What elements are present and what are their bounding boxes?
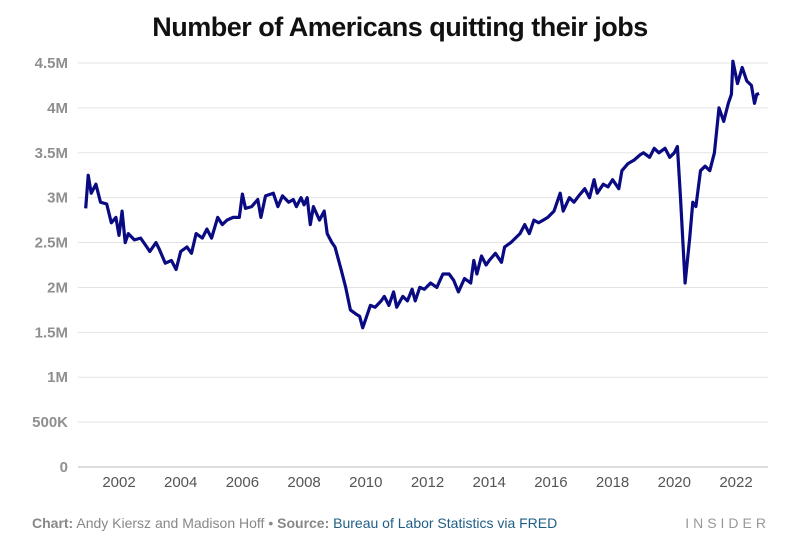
insider-logo: INSIDER bbox=[685, 515, 770, 531]
gridlines bbox=[78, 62, 768, 468]
y-tick-label: 0 bbox=[60, 459, 68, 476]
y-tick-label: 1.5M bbox=[35, 324, 68, 341]
chart-title: Number of Americans quitting their jobs bbox=[152, 12, 648, 42]
y-tick-label: 4M bbox=[47, 100, 68, 117]
y-axis-ticks: 0 500K 1M 1.5M 2M 2.5M 3M 3.5M 4M 4.5M bbox=[32, 55, 68, 476]
x-tick-label: 2008 bbox=[287, 474, 320, 491]
x-tick-label: 2016 bbox=[534, 474, 567, 491]
chart-footer: Chart: Andy Kiersz and Madison Hoff • So… bbox=[32, 515, 557, 531]
series-line-quits bbox=[84, 59, 760, 330]
y-tick-label: 3M bbox=[47, 190, 68, 207]
source-label: Source: bbox=[277, 515, 330, 531]
y-tick-label: 1M bbox=[47, 369, 68, 386]
y-tick-label: 3.5M bbox=[35, 145, 68, 162]
x-tick-label: 2020 bbox=[658, 474, 691, 491]
x-tick-label: 2010 bbox=[349, 474, 382, 491]
chart-authors: Andy Kiersz and Madison Hoff bbox=[76, 515, 265, 531]
y-tick-label: 4.5M bbox=[35, 55, 68, 72]
x-tick-label: 2002 bbox=[102, 474, 135, 491]
separator-bullet: • bbox=[268, 515, 274, 531]
x-axis-ticks: 2002 2004 2006 2008 2010 2012 2014 2016 2018 2020… bbox=[102, 474, 752, 491]
y-tick-label: 500K bbox=[32, 414, 68, 431]
x-tick-label: 2006 bbox=[226, 474, 259, 491]
x-tick-label: 2022 bbox=[719, 474, 752, 491]
y-tick-label: 2M bbox=[47, 279, 68, 296]
x-tick-label: 2004 bbox=[164, 474, 197, 491]
x-tick-label: 2012 bbox=[411, 474, 444, 491]
chart-credit-label: Chart: bbox=[32, 515, 74, 531]
x-tick-label: 2018 bbox=[596, 474, 629, 491]
x-tick-label: 2014 bbox=[473, 474, 506, 491]
y-tick-label: 2.5M bbox=[35, 235, 68, 252]
source-link[interactable]: Bureau of Labor Statistics via FRED bbox=[333, 515, 558, 531]
